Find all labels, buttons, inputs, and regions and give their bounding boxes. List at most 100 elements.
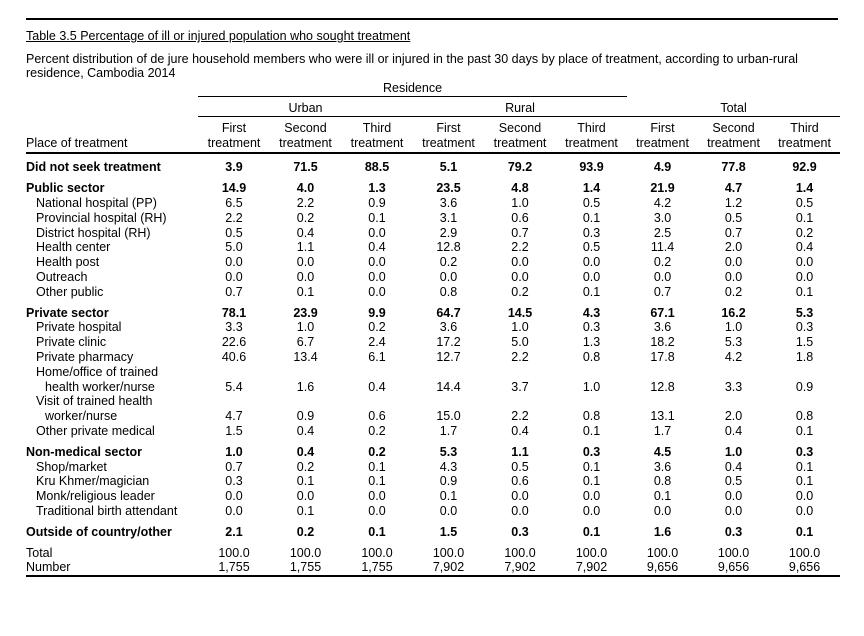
table-cell: 1.6 xyxy=(653,524,672,539)
table-cell: 2.2 xyxy=(225,210,243,225)
table-cell: 4.5 xyxy=(653,444,672,459)
table-cell: 12.8 xyxy=(436,240,461,255)
table-cell: 1.3 xyxy=(368,181,386,196)
table-cell: 0.4 xyxy=(511,423,529,438)
table-cell: 2.2 xyxy=(511,349,529,364)
table-cell: 0.0 xyxy=(582,489,601,504)
table-cell: 4.7 xyxy=(225,409,243,424)
table-cell: 1.0 xyxy=(296,320,315,335)
third-header: Third xyxy=(362,120,392,135)
table-cell: 0.3 xyxy=(582,225,601,240)
table-cell: 0.4 xyxy=(724,423,743,438)
table-cell: 1.0 xyxy=(582,379,601,394)
table-cell: 0.0 xyxy=(368,284,386,299)
table-cell: 0.7 xyxy=(511,225,529,240)
table-cell: 100.0 xyxy=(432,545,465,560)
table-cell: 0.2 xyxy=(296,210,315,225)
table-cell: 0.7 xyxy=(653,284,672,299)
urban-header: Urban xyxy=(198,96,413,117)
table-cell: 0.1 xyxy=(795,459,814,474)
table-cell: 0.2 xyxy=(795,225,814,240)
table-cell: 0.0 xyxy=(582,269,601,284)
table-cell: 67.1 xyxy=(650,305,675,320)
table-cell: 6.5 xyxy=(225,195,243,210)
table-cell: 0.7 xyxy=(225,459,243,474)
table-cell: 0.0 xyxy=(795,489,814,504)
table-cell: 1.5 xyxy=(225,423,243,438)
row-label-line2: health worker/nurse xyxy=(45,379,155,394)
table-cell: 0.0 xyxy=(511,269,529,284)
table-cell: 0.0 xyxy=(511,503,529,518)
third-header: Third xyxy=(577,120,606,135)
table-cell: 3.6 xyxy=(439,195,458,210)
table-row: Number 1,755 1,755 1,755 7,902 7,902 7,902 9,65… xyxy=(26,560,841,578)
table-title: Table 3.5 Percentage of ill or injured p… xyxy=(26,29,411,43)
table-row: Other public 0.7 0.1 0.0 0.8 0.2 0.1 0.7 0.2 0.1 xyxy=(26,285,840,300)
third-header-2: treatment xyxy=(341,135,413,155)
table-cell: 0.7 xyxy=(724,225,743,240)
table-row: Shop/market 0.7 0.2 0.1 4.3 0.5 0.1 3.6 0.4 0.1 xyxy=(26,460,840,475)
table-cell: 1.7 xyxy=(439,423,458,438)
first-header: First xyxy=(436,120,461,135)
row-label: Kru Khmer/magician xyxy=(36,474,150,489)
table-cell: 0.8 xyxy=(582,409,601,424)
table-row: Outreach 0.0 0.0 0.0 0.0 0.0 0.0 0.0 0.0 0.0 xyxy=(26,270,840,285)
table-cell: 0.4 xyxy=(368,240,386,255)
table-cell: 1.0 xyxy=(511,195,529,210)
table-row: Private clinic 22.6 6.7 2.4 17.2 5.0 1.3 18.2 5.… xyxy=(26,335,840,350)
row-label: Monk/religious leader xyxy=(36,489,155,504)
second-header-2: treatment xyxy=(270,135,341,155)
table-cell: 0.1 xyxy=(368,474,386,489)
table-cell: 5.3 xyxy=(795,305,814,320)
table-cell: 0.9 xyxy=(296,409,315,424)
row-label: Traditional birth attendant xyxy=(36,503,178,518)
table-cell: 0.4 xyxy=(296,444,315,459)
table-cell: 0.5 xyxy=(795,195,814,210)
table-cell: 0.2 xyxy=(439,255,458,270)
table-cell: 1.4 xyxy=(582,181,601,196)
table-cell: 0.1 xyxy=(582,459,601,474)
table-cell: 0.3 xyxy=(795,320,814,335)
row-label: District hospital (RH) xyxy=(36,225,151,240)
table-cell: 23.9 xyxy=(293,305,318,320)
table-cell: 1.0 xyxy=(724,444,743,459)
table-cell: 2.2 xyxy=(296,195,315,210)
table-cell: 0.0 xyxy=(368,489,386,504)
table-cell: 79.2 xyxy=(507,160,533,175)
table-cell: 88.5 xyxy=(364,160,390,175)
table-cell: 0.1 xyxy=(795,284,814,299)
table-cell: 0.1 xyxy=(795,524,814,539)
table-cell: 4.7 xyxy=(724,181,743,196)
table-cell: 92.9 xyxy=(792,160,817,175)
table-cell: 2.0 xyxy=(724,240,743,255)
place-header: Place of treatment xyxy=(26,135,198,155)
table-cell: 0.1 xyxy=(795,474,814,489)
table-cell: 0.9 xyxy=(439,474,458,489)
table-cell: 3.7 xyxy=(511,379,529,394)
row-label: Private sector xyxy=(26,305,109,320)
table-cell: 0.1 xyxy=(582,524,601,539)
table-row: Home/office of trained health worker/nurs… xyxy=(26,365,840,395)
table-cell: 1,755 xyxy=(198,560,270,578)
table-row: Traditional birth attendant 0.0 0.1 0.0 0.0 0… xyxy=(26,504,840,519)
table-cell: 0.0 xyxy=(582,255,601,270)
table-cell: 3.3 xyxy=(225,320,243,335)
table-cell: 0.0 xyxy=(368,255,386,270)
table-cell: 7,902 xyxy=(413,560,484,578)
table-row: National hospital (PP) 6.5 2.2 0.9 3.6 1.0 0.5… xyxy=(26,196,840,211)
table-cell: 100.0 xyxy=(289,545,322,560)
table-cell: 0.4 xyxy=(795,240,814,255)
table-cell: 2.1 xyxy=(225,524,243,539)
residence-header: Residence xyxy=(198,81,628,97)
table-cell: 1.6 xyxy=(296,379,315,394)
table-cell: 4.9 xyxy=(653,160,672,175)
table-cell: 5.3 xyxy=(724,335,743,350)
table-cell: 17.8 xyxy=(650,349,675,364)
table-cell: 0.0 xyxy=(795,255,814,270)
table-cell: 0.1 xyxy=(795,210,814,225)
table-cell: 0.0 xyxy=(511,489,529,504)
table-cell: 0.1 xyxy=(368,459,386,474)
row-label-line1: Home/office of trained xyxy=(36,364,159,379)
table-cell: 22.6 xyxy=(221,335,247,350)
table-cell: 14.9 xyxy=(221,181,247,196)
